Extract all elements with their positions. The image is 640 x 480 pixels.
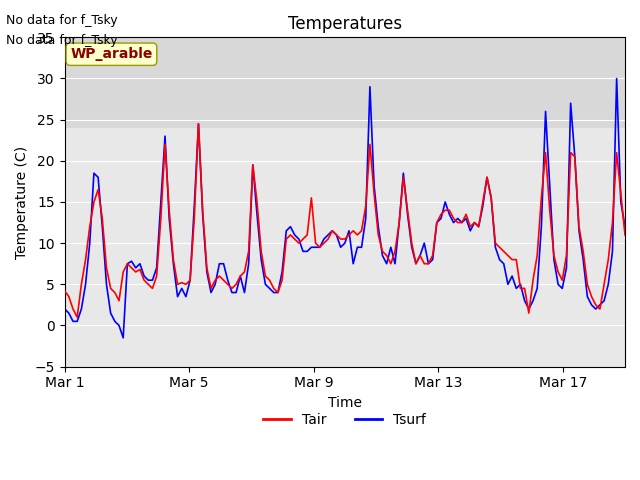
Legend: Tair, Tsurf: Tair, Tsurf	[258, 407, 432, 432]
X-axis label: Time: Time	[328, 396, 362, 410]
Text: No data for f_Tsky: No data for f_Tsky	[6, 14, 118, 27]
Bar	[65, 37, 625, 128]
Text: No data for f_Tsky: No data for f_Tsky	[6, 34, 118, 47]
Title: Temperatures: Temperatures	[288, 15, 402, 33]
Text: WP_arable: WP_arable	[70, 47, 152, 61]
Y-axis label: Temperature (C): Temperature (C)	[15, 145, 29, 259]
